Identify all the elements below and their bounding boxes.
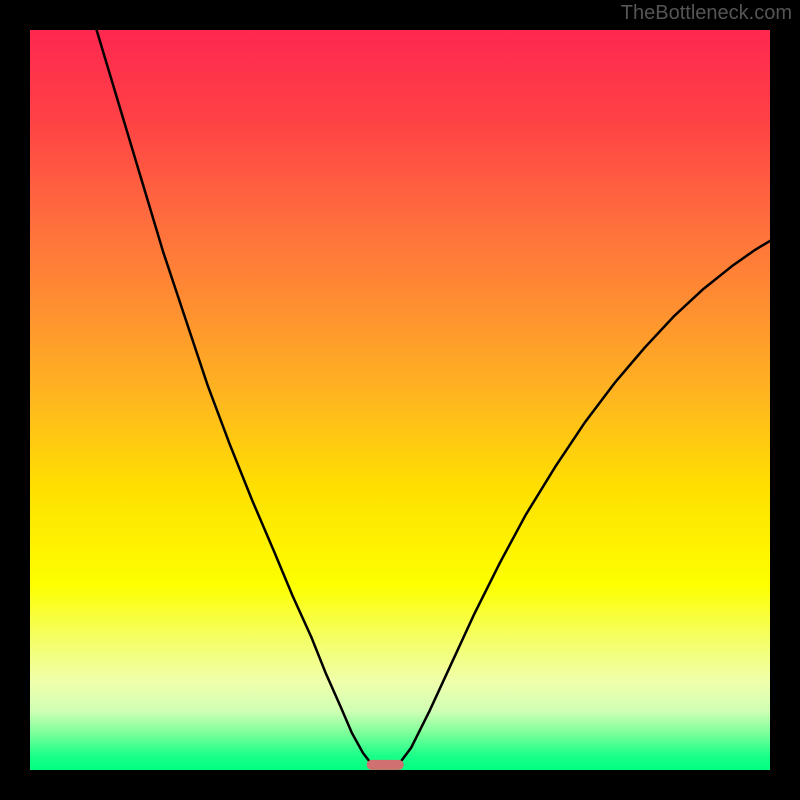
right-curve [400, 241, 770, 763]
left-curve [97, 30, 371, 763]
watermark-text: TheBottleneck.com [621, 2, 792, 25]
curve-canvas [30, 30, 770, 770]
plot-area [30, 30, 770, 770]
baseline-marker [367, 760, 404, 770]
